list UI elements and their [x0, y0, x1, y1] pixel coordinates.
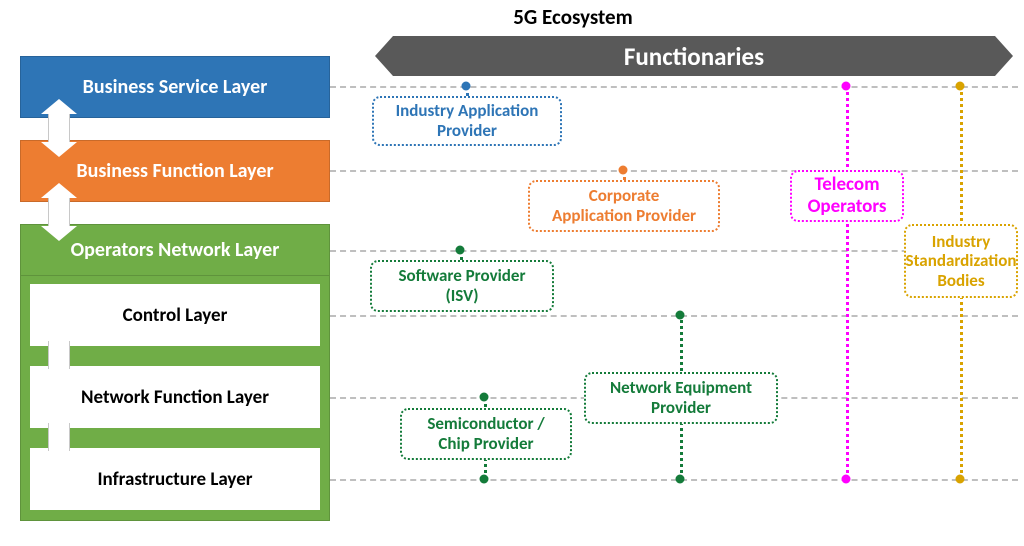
corporate-app-provider-dot [619, 166, 628, 175]
industry-standardization-bodies-dot [956, 475, 965, 484]
industry-app-provider-dot [462, 82, 471, 91]
industry-app-provider-box: Industry Application Provider [372, 96, 562, 146]
semiconductor-provider-dot [480, 475, 489, 484]
layer-label: Operators Network Layer [71, 238, 280, 262]
network-equipment-provider-label: Network Equipment Provider [610, 378, 752, 417]
industry-app-provider-label: Industry Application Provider [396, 101, 539, 140]
bidirectional-arrow-icon [48, 197, 70, 227]
layer-label: Business Function Layer [76, 159, 273, 183]
telecom-operators-dot [842, 82, 851, 91]
gridline [330, 86, 1018, 88]
functionaries-banner-label: Functionaries [624, 41, 764, 72]
gridline [330, 479, 1018, 481]
industry-standardization-bodies-label: Industry Standardization Bodies [906, 232, 1017, 291]
sub-layer-label: Network Function Layer [81, 386, 269, 409]
layer-label: Business Service Layer [83, 75, 268, 99]
network-equipment-provider-box: Network Equipment Provider [584, 372, 778, 424]
network-equipment-provider-dot [676, 475, 685, 484]
telecom-operators-line [846, 86, 849, 479]
bidirectional-arrow-icon [48, 422, 70, 452]
sub-layer-label: Control Layer [123, 304, 228, 327]
semiconductor-provider-label: Semiconductor / Chip Provider [427, 414, 544, 453]
software-provider-box: Software Provider (ISV) [370, 260, 554, 312]
semiconductor-provider-box: Semiconductor / Chip Provider [400, 408, 572, 460]
industry-standardization-bodies-box: Industry Standardization Bodies [904, 224, 1018, 298]
semiconductor-provider-dot [480, 393, 489, 402]
software-provider-label: Software Provider (ISV) [398, 266, 525, 305]
functionaries-banner: Functionaries [393, 36, 995, 76]
industry-standardization-bodies-dot [956, 82, 965, 91]
bidirectional-arrow-icon [48, 113, 70, 143]
gridline [330, 315, 1018, 317]
telecom-operators-label: Telecom Operators [808, 174, 887, 218]
corporate-app-provider-box: Corporate Application Provider [528, 180, 720, 232]
telecom-operators-box: Telecom Operators [790, 170, 904, 222]
corporate-app-provider-label: Corporate Application Provider [552, 186, 696, 225]
network-equipment-provider-dot [676, 311, 685, 320]
software-provider-dot [456, 246, 465, 255]
sub-layer-label: Infrastructure Layer [97, 468, 252, 491]
gridline [330, 170, 1018, 172]
telecom-operators-dot [842, 475, 851, 484]
bidirectional-arrow-icon [48, 340, 70, 370]
page-title: 5G Ecosystem [413, 4, 733, 30]
